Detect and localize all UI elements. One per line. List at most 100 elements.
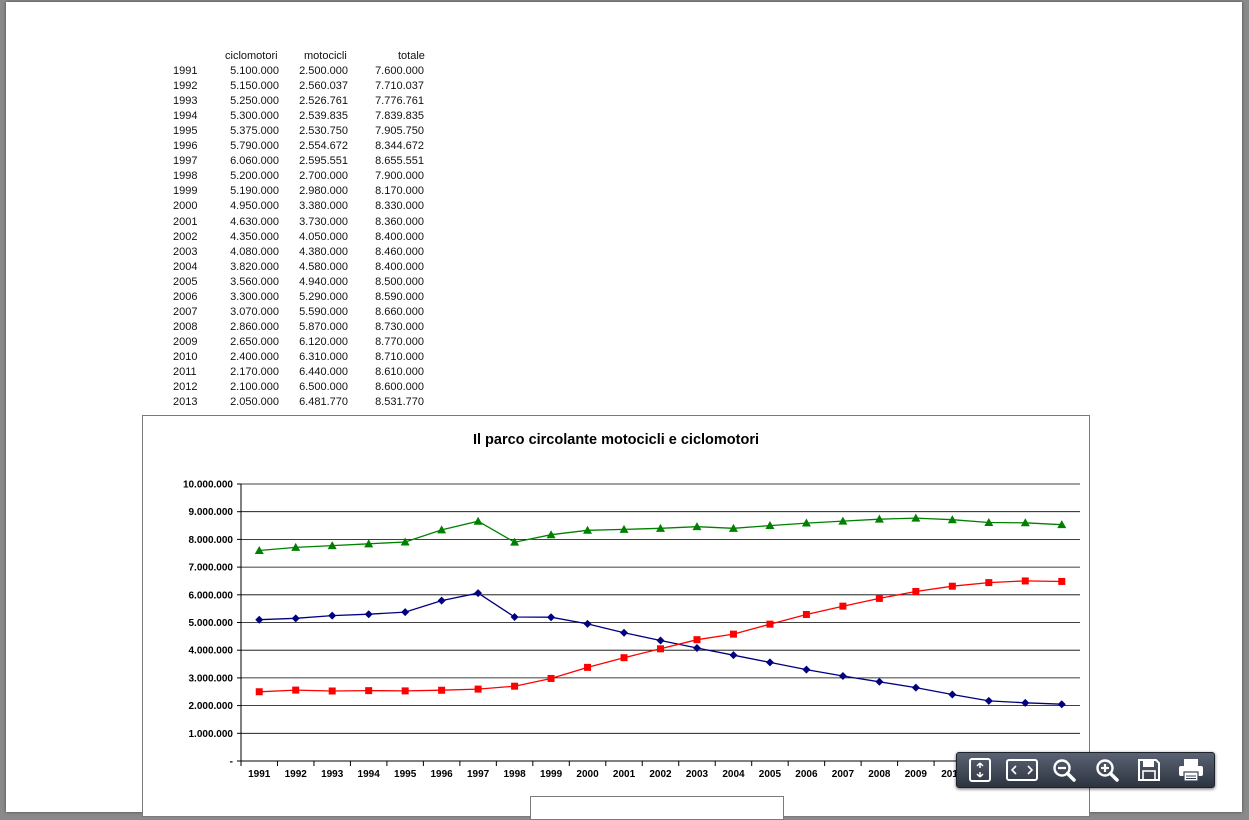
x-tick-label: 1997: [467, 769, 490, 780]
table-cell-value: 8.770.000: [375, 335, 424, 348]
data-point: [766, 620, 774, 628]
table-cell-value: 2.595.551: [299, 155, 348, 168]
table-cell-value: 7.710.037: [375, 80, 424, 93]
table-cell-value: 4.630.000: [230, 215, 279, 228]
table-cell-year: 2004: [173, 260, 198, 273]
zoom-in-button[interactable]: [1090, 755, 1124, 785]
table-cell-value: 6.481.770: [299, 396, 348, 409]
save-button[interactable]: [1132, 755, 1166, 785]
table-cell-value: 2.700.000: [299, 170, 348, 183]
data-point: [401, 608, 410, 617]
table-cell-value: 7.900.000: [375, 170, 424, 183]
y-tick-label: 3.000.000: [189, 673, 234, 684]
fit-width-button[interactable]: [1005, 755, 1039, 785]
table-cell-value: 4.050.000: [299, 230, 348, 243]
series-line: [259, 517, 1062, 552]
table-cell-year: 2003: [173, 245, 198, 258]
data-point: [255, 615, 264, 624]
table-cell-year: 1997: [173, 155, 198, 168]
table-cell-value: 3.300.000: [230, 290, 279, 303]
table-cell-value: 6.440.000: [299, 365, 348, 378]
table-cell-value: 4.580.000: [299, 260, 348, 273]
data-point: [1058, 577, 1066, 585]
table-cell-value: 2.500.000: [299, 65, 348, 78]
chart-legend: [530, 796, 784, 820]
table-header-motocicli: motocicli: [304, 50, 347, 62]
data-point: [328, 611, 337, 620]
table-cell-value: 5.300.000: [230, 110, 279, 123]
table-cell-value: 8.655.551: [375, 155, 424, 168]
data-point: [401, 687, 409, 695]
table-cell-value: 8.600.000: [375, 381, 424, 394]
data-point: [400, 537, 410, 546]
table-cell-value: 7.905.750: [375, 125, 424, 138]
data-point: [510, 612, 519, 621]
data-point: [546, 530, 556, 539]
table-cell-year: 2013: [173, 396, 198, 409]
zoom-out-button[interactable]: [1047, 755, 1081, 785]
table-cell-year: 2001: [173, 215, 198, 228]
table-cell-value: 5.870.000: [299, 320, 348, 333]
table-cell-value: 8.400.000: [375, 260, 424, 273]
table-cell-value: 4.350.000: [230, 230, 279, 243]
data-point: [619, 524, 629, 533]
data-point: [656, 636, 665, 645]
x-tick-label: 2003: [686, 769, 709, 780]
zoom-out-icon: [1053, 759, 1077, 782]
data-point: [583, 525, 593, 534]
series-line: [259, 580, 1062, 693]
data-point: [1020, 518, 1030, 527]
table-cell-value: 4.080.000: [230, 245, 279, 258]
data-point: [947, 515, 957, 524]
table-cell-value: 7.600.000: [375, 65, 424, 78]
data-point: [474, 685, 482, 693]
table-cell-value: 5.150.000: [230, 80, 279, 93]
table-cell-value: 5.100.000: [230, 65, 279, 78]
table-cell-value: 5.200.000: [230, 170, 279, 183]
table-header-ciclomotori: ciclomotori: [225, 50, 278, 62]
table-cell-value: 8.730.000: [375, 320, 424, 333]
save-icon: [1137, 759, 1160, 781]
data-point: [547, 674, 555, 682]
data-point: [911, 513, 921, 522]
data-point: [292, 686, 300, 694]
x-tick-label: 2009: [905, 769, 928, 780]
data-point: [875, 677, 884, 686]
table-header-totale: totale: [398, 50, 425, 62]
y-tick-label: 10.000.000: [183, 480, 233, 491]
data-point: [437, 525, 447, 534]
data-point: [985, 579, 993, 587]
table-cell-value: 8.590.000: [375, 290, 424, 303]
table-cell-year: 1991: [173, 65, 198, 78]
data-point: [254, 545, 264, 554]
x-tick-label: 2006: [795, 769, 818, 780]
table-cell-value: 4.950.000: [230, 200, 279, 213]
chart-area: Il parco circolante motocicli e ciclomot…: [142, 415, 1090, 820]
table-cell-year: 2009: [173, 335, 198, 348]
x-tick-label: 2001: [613, 769, 636, 780]
table-cell-year: 2007: [173, 305, 198, 318]
x-tick-label: 2010: [941, 769, 964, 780]
fit-page-button[interactable]: [963, 755, 997, 785]
table-cell-value: 2.650.000: [230, 335, 279, 348]
x-tick-label: 2007: [832, 769, 855, 780]
data-point: [327, 541, 337, 550]
table-cell-value: 8.460.000: [375, 245, 424, 258]
data-point: [802, 665, 811, 674]
data-point: [765, 658, 774, 667]
data-point: [948, 582, 956, 590]
data-point: [583, 619, 592, 628]
x-tick-label: 1996: [431, 769, 454, 780]
x-tick-label: 2004: [722, 769, 745, 780]
data-point: [729, 630, 737, 638]
chart-title: Il parco circolante motocicli e ciclomot…: [472, 432, 760, 448]
data-point: [657, 645, 664, 653]
data-point: [1021, 577, 1029, 585]
table-cell-value: 7.839.835: [375, 110, 424, 123]
print-icon: [1178, 759, 1203, 782]
x-tick-label: 1994: [358, 769, 381, 780]
print-button[interactable]: [1174, 755, 1208, 785]
data-point: [511, 682, 519, 690]
table-cell-value: 3.070.000: [230, 305, 279, 318]
table-cell-value: 8.360.000: [375, 215, 424, 228]
